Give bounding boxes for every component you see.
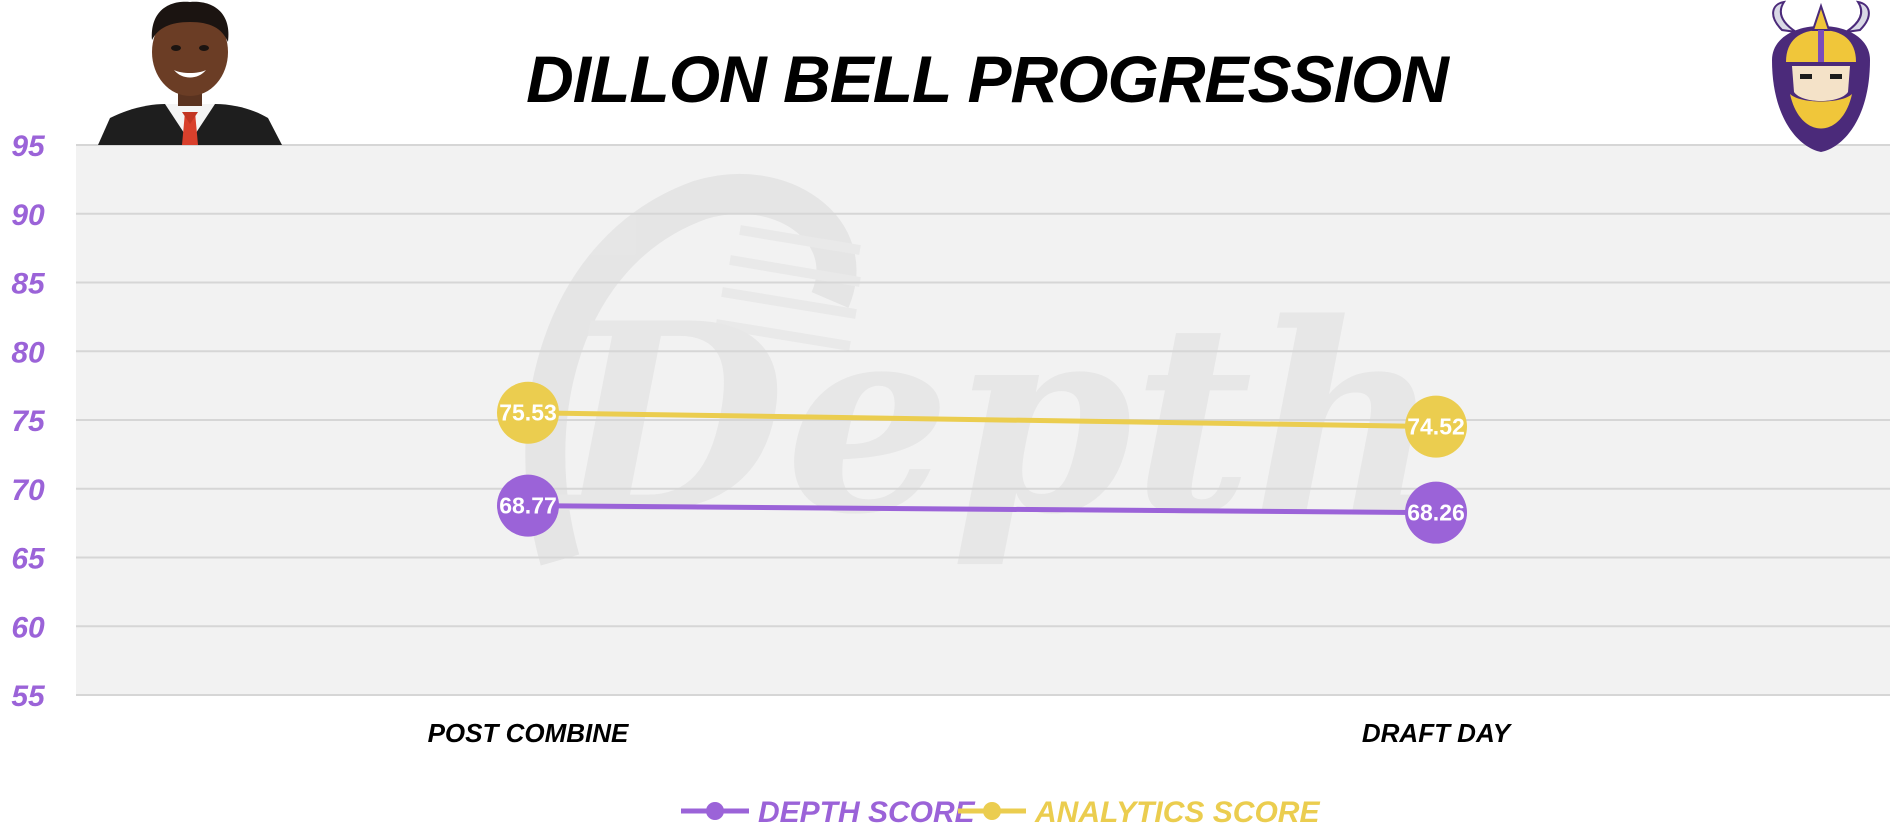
data-label: 68.77 xyxy=(499,493,557,519)
y-tick-label: 90 xyxy=(11,199,45,232)
y-tick-label: 70 xyxy=(11,474,45,507)
y-tick-label: 95 xyxy=(11,130,46,163)
legend-item-analytics: ANALYTICS SCORE xyxy=(958,796,1320,829)
x-axis: POST COMBINE DRAFT DAY xyxy=(428,718,1513,748)
x-tick-label: POST COMBINE xyxy=(428,718,629,748)
data-point xyxy=(1405,481,1467,544)
series-points: 68.77 68.26 75.53 74.52 xyxy=(497,381,1467,544)
y-tick-label: 60 xyxy=(11,611,45,644)
legend-label-analytics: ANALYTICS SCORE xyxy=(1034,796,1320,829)
y-axis: 95 90 85 80 75 70 65 60 55 xyxy=(11,130,46,713)
gridlines xyxy=(76,144,1890,696)
series-lines xyxy=(525,410,1439,516)
data-label: 68.26 xyxy=(1407,500,1465,526)
data-label: 75.53 xyxy=(499,400,557,426)
data-point xyxy=(1405,395,1467,458)
data-point xyxy=(497,474,559,537)
series-line xyxy=(525,410,1439,430)
x-tick-label: DRAFT DAY xyxy=(1362,718,1513,748)
y-tick-label: 75 xyxy=(11,405,46,438)
y-tick-label: 65 xyxy=(11,543,46,576)
series-line xyxy=(525,503,1439,516)
legend-marker-depth xyxy=(706,802,724,820)
data-label: 74.52 xyxy=(1407,414,1465,440)
y-tick-label: 85 xyxy=(11,268,46,301)
y-tick-label: 80 xyxy=(11,336,45,369)
player-headshot xyxy=(98,1,282,145)
legend-item-depth: DEPTH SCORE xyxy=(681,796,976,829)
legend: DEPTH SCORE ANALYTICS SCORE xyxy=(681,796,1320,829)
y-tick-label: 55 xyxy=(11,680,46,713)
viking-logo xyxy=(1772,0,1870,152)
legend-marker-analytics xyxy=(983,802,1001,820)
chart-title: DILLON BELL PROGRESSION xyxy=(526,42,1450,116)
legend-label-depth: DEPTH SCORE xyxy=(758,796,976,829)
data-point xyxy=(497,381,559,444)
